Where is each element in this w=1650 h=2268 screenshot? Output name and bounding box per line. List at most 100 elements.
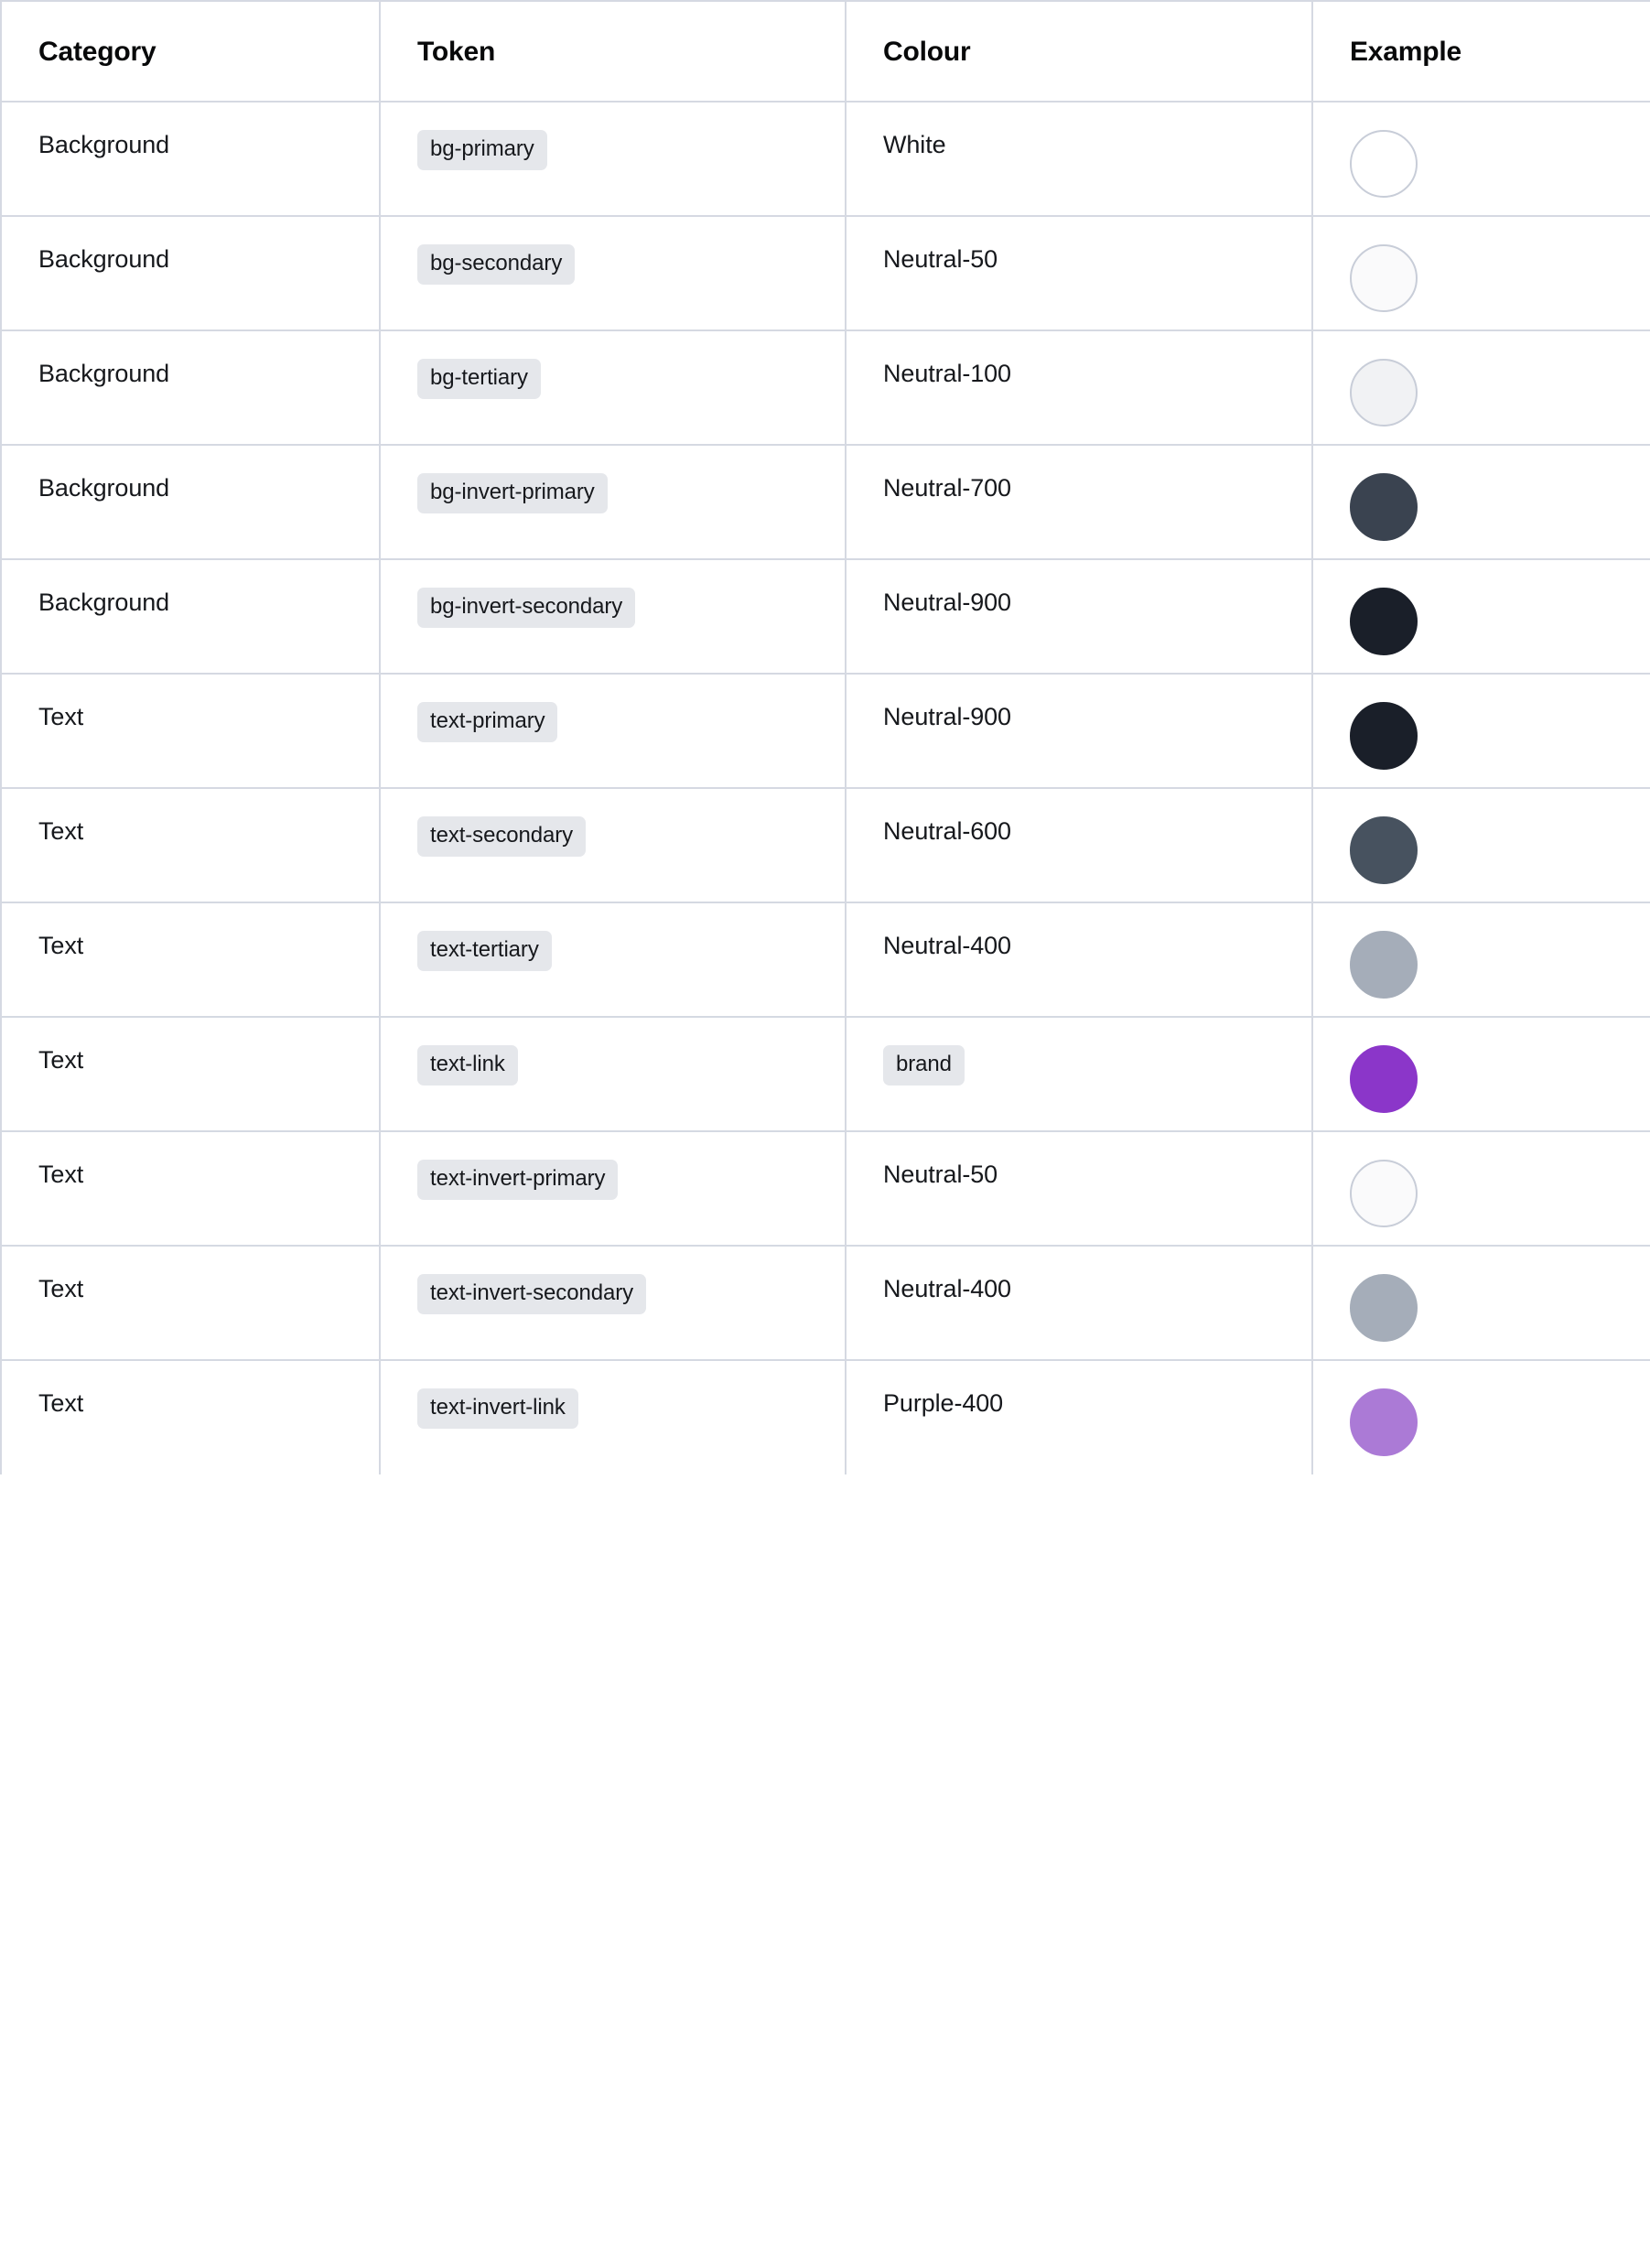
colour-chip[interactable]: brand xyxy=(883,1045,965,1085)
cell-token: text-invert-link xyxy=(379,1359,847,1474)
token-chip[interactable]: text-tertiary xyxy=(417,931,552,971)
colour-swatch-circle-icon xyxy=(1350,1045,1418,1113)
colour-swatch-circle-icon xyxy=(1350,473,1418,541)
cell-token: bg-invert-primary xyxy=(379,444,847,560)
cell-colour: brand xyxy=(845,1016,1313,1132)
colour-label: Neutral-900 xyxy=(883,589,1011,616)
cell-token: text-invert-secondary xyxy=(379,1245,847,1361)
category-label: Text xyxy=(38,1275,84,1302)
token-chip[interactable]: text-invert-primary xyxy=(417,1160,619,1200)
table-header: Category Token Colour Example xyxy=(0,0,1650,103)
token-chip[interactable]: text-link xyxy=(417,1045,518,1085)
table-row: Text text-primary Neutral-900 xyxy=(0,673,1650,789)
cell-category: Background xyxy=(0,101,381,217)
category-label: Text xyxy=(38,1389,84,1417)
category-label: Background xyxy=(38,474,170,502)
category-label: Text xyxy=(38,703,84,730)
cell-token: text-tertiary xyxy=(379,902,847,1018)
colour-label: White xyxy=(883,131,946,158)
cell-colour: Neutral-600 xyxy=(845,787,1313,903)
table-row: Background bg-invert-secondary Neutral-900 xyxy=(0,558,1650,675)
cell-token: text-link xyxy=(379,1016,847,1132)
token-chip[interactable]: bg-invert-primary xyxy=(417,473,608,513)
cell-token: bg-primary xyxy=(379,101,847,217)
cell-example xyxy=(1311,1245,1650,1361)
cell-category: Text xyxy=(0,902,381,1018)
token-chip[interactable]: bg-secondary xyxy=(417,244,576,285)
token-chip[interactable]: text-invert-link xyxy=(417,1388,578,1429)
colour-swatch-circle-icon xyxy=(1350,359,1418,427)
cell-colour: Neutral-400 xyxy=(845,1245,1313,1361)
colour-label: Neutral-50 xyxy=(883,1161,998,1188)
colour-label: Neutral-50 xyxy=(883,245,998,273)
category-label: Background xyxy=(38,245,170,273)
cell-colour: Neutral-50 xyxy=(845,215,1313,331)
colour-label: Neutral-700 xyxy=(883,474,1011,502)
cell-colour: Neutral-900 xyxy=(845,673,1313,789)
cell-token: bg-tertiary xyxy=(379,329,847,446)
table-row: Background bg-secondary Neutral-50 xyxy=(0,215,1650,331)
category-label: Text xyxy=(38,817,84,845)
token-chip[interactable]: bg-invert-secondary xyxy=(417,588,636,628)
cell-example xyxy=(1311,101,1650,217)
cell-example xyxy=(1311,215,1650,331)
cell-token: bg-secondary xyxy=(379,215,847,331)
cell-example xyxy=(1311,558,1650,675)
colour-swatch-circle-icon xyxy=(1350,816,1418,884)
cell-example xyxy=(1311,1359,1650,1474)
token-chip[interactable]: text-invert-secondary xyxy=(417,1274,646,1314)
table-row: Text text-secondary Neutral-600 xyxy=(0,787,1650,903)
colour-swatch-circle-icon xyxy=(1350,1274,1418,1342)
cell-example xyxy=(1311,1016,1650,1132)
token-chip[interactable]: bg-tertiary xyxy=(417,359,541,399)
category-label: Text xyxy=(38,1046,84,1074)
cell-category: Background xyxy=(0,558,381,675)
cell-example xyxy=(1311,1130,1650,1247)
table-body: Background bg-primary White Background bg-se… xyxy=(0,101,1650,1474)
cell-category: Text xyxy=(0,1359,381,1474)
colour-swatch-circle-icon xyxy=(1350,588,1418,655)
column-header-token: Token xyxy=(379,0,847,103)
cell-colour: White xyxy=(845,101,1313,217)
colour-label: Neutral-100 xyxy=(883,360,1011,387)
table-header-row: Category Token Colour Example xyxy=(0,0,1650,103)
colour-swatch-circle-icon xyxy=(1350,931,1418,999)
cell-token: bg-invert-secondary xyxy=(379,558,847,675)
cell-colour: Neutral-100 xyxy=(845,329,1313,446)
colour-swatch-circle-icon xyxy=(1350,1160,1418,1227)
cell-token: text-invert-primary xyxy=(379,1130,847,1247)
token-chip[interactable]: text-primary xyxy=(417,702,558,742)
cell-colour: Neutral-400 xyxy=(845,902,1313,1018)
cell-colour: Purple-400 xyxy=(845,1359,1313,1474)
cell-category: Text xyxy=(0,1016,381,1132)
colour-label: Neutral-900 xyxy=(883,703,1011,730)
cell-example xyxy=(1311,787,1650,903)
category-label: Text xyxy=(38,932,84,959)
cell-example xyxy=(1311,902,1650,1018)
table-row: Background bg-primary White xyxy=(0,101,1650,217)
table-row: Text text-invert-secondary Neutral-400 xyxy=(0,1245,1650,1361)
category-label: Background xyxy=(38,589,170,616)
token-chip[interactable]: bg-primary xyxy=(417,130,547,170)
category-label: Background xyxy=(38,131,170,158)
token-chip[interactable]: text-secondary xyxy=(417,816,587,857)
cell-category: Background xyxy=(0,329,381,446)
table-row: Text text-tertiary Neutral-400 xyxy=(0,902,1650,1018)
category-label: Background xyxy=(38,360,170,387)
column-header-example: Example xyxy=(1311,0,1650,103)
colour-label: Neutral-600 xyxy=(883,817,1011,845)
column-header-category: Category xyxy=(0,0,381,103)
cell-token: text-primary xyxy=(379,673,847,789)
table-row: Background bg-invert-primary Neutral-700 xyxy=(0,444,1650,560)
table-row: Text text-link brand xyxy=(0,1016,1650,1132)
cell-colour: Neutral-900 xyxy=(845,558,1313,675)
cell-category: Text xyxy=(0,1130,381,1247)
cell-example xyxy=(1311,673,1650,789)
colour-swatch-circle-icon xyxy=(1350,244,1418,312)
cell-category: Text xyxy=(0,1245,381,1361)
colour-swatch-circle-icon xyxy=(1350,130,1418,198)
category-label: Text xyxy=(38,1161,84,1188)
column-header-colour: Colour xyxy=(845,0,1313,103)
table-row: Text text-invert-link Purple-400 xyxy=(0,1359,1650,1474)
cell-category: Background xyxy=(0,444,381,560)
